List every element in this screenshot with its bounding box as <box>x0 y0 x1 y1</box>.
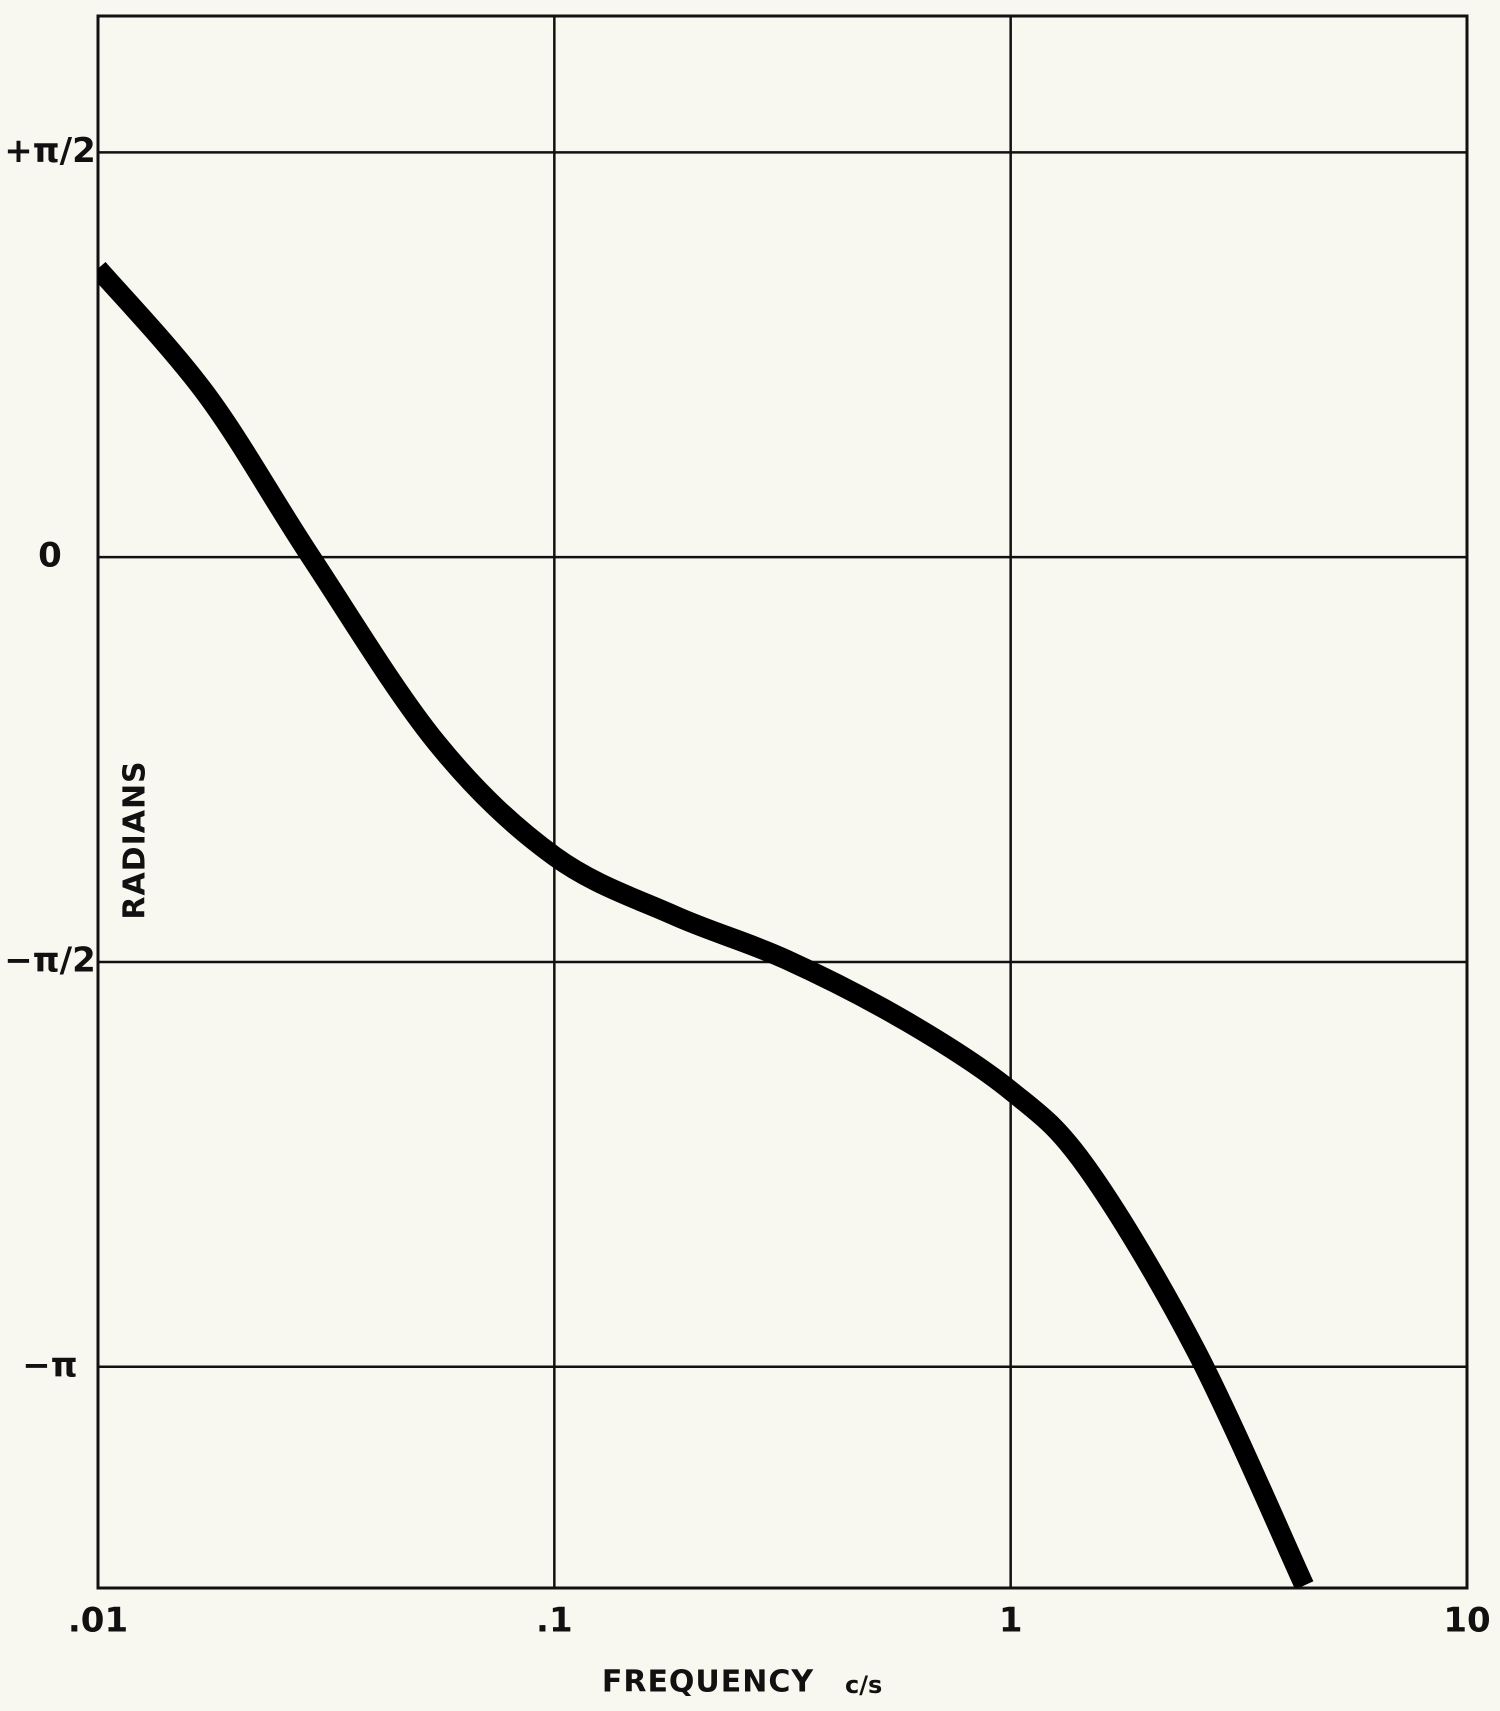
plot-frame <box>98 16 1467 1588</box>
x-tick-label: 1 <box>999 1601 1023 1641</box>
x-axis-label: FREQUENCY <box>602 1665 815 1700</box>
y-tick-label: −π/2 <box>4 940 95 980</box>
y-axis-label: RADIANS <box>118 760 153 919</box>
y-tick-label: +π/2 <box>4 131 95 171</box>
x-tick-label: .1 <box>536 1601 573 1641</box>
x-axis-unit: c/s <box>845 1671 882 1699</box>
data-line <box>98 269 1304 1586</box>
y-tick-label: 0 <box>38 536 62 576</box>
chart: RADIANS FREQUENCY c/s .01 .1 1 10 +π/2 0 −π/2 −… <box>0 0 1500 1711</box>
page: {"chart_data": {"type": "line", "xlabel"… <box>0 0 1500 1711</box>
x-tick-label: 10 <box>1443 1601 1490 1641</box>
x-tick-label: .01 <box>68 1601 128 1641</box>
y-tick-label: −π <box>22 1345 77 1385</box>
